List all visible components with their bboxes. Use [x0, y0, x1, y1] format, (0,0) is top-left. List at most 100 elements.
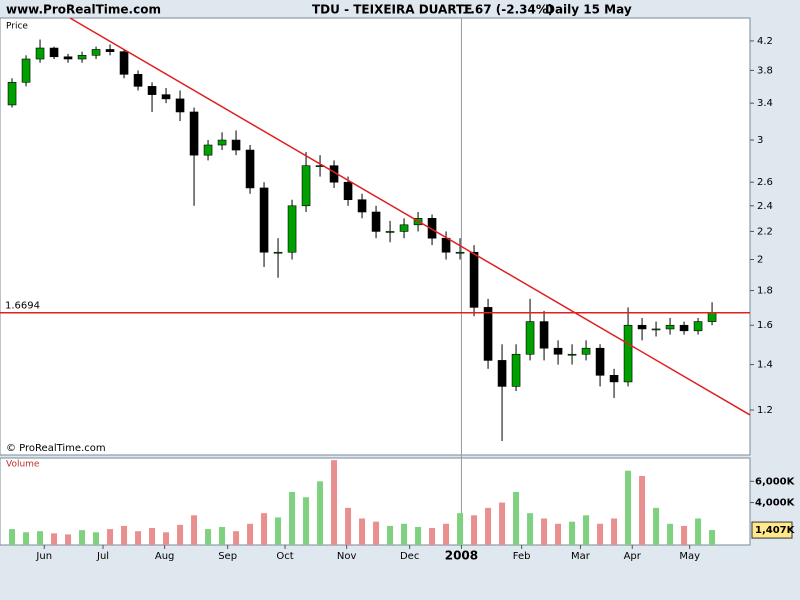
- volume-bar: [415, 526, 422, 545]
- volume-bar: [499, 502, 506, 545]
- volume-bar: [681, 525, 688, 545]
- title: TDU - TEIXEIRA DUARTE: [312, 3, 472, 17]
- volume-bar: [513, 491, 520, 545]
- y-tick-label: 1.6: [757, 320, 773, 331]
- candle-body: [343, 181, 353, 201]
- candle-body: [483, 307, 493, 361]
- candle-body: [371, 211, 381, 232]
- volume-bar: [65, 534, 72, 545]
- candle-body: [553, 347, 563, 355]
- candle-body: [245, 149, 255, 189]
- volume-bar: [541, 518, 548, 545]
- volume-bar: [9, 529, 16, 545]
- candle-body: [595, 347, 605, 376]
- volume-bar: [485, 507, 492, 545]
- volume-bar: [331, 460, 338, 545]
- candle-body: [273, 251, 283, 254]
- volume-bar: [233, 531, 240, 545]
- copyright: © ProRealTime.com: [6, 443, 106, 454]
- candle-body: [679, 324, 689, 332]
- candle-body: [105, 49, 115, 52]
- candle-body: [231, 139, 241, 151]
- x-tick-label: Sep: [218, 551, 237, 562]
- volume-bar: [471, 515, 478, 545]
- x-tick-label: Dec: [400, 551, 419, 562]
- volume-bar: [597, 523, 604, 545]
- candle-body: [399, 224, 409, 232]
- x-tick-label: Apr: [624, 551, 642, 562]
- y2-tick-label: 6,000K: [755, 476, 796, 487]
- trendline: [69, 17, 751, 416]
- volume-bar: [359, 518, 366, 545]
- candle-body: [49, 47, 59, 58]
- price-label: Price: [6, 22, 28, 32]
- candle-body: [567, 353, 577, 356]
- candle-body: [147, 86, 157, 95]
- candle-body: [637, 324, 647, 330]
- y-tick-label: 2.4: [757, 201, 773, 212]
- y-tick-label: 4.2: [757, 36, 773, 47]
- x-tick-label: Jul: [96, 551, 109, 562]
- volume-bar: [37, 531, 44, 545]
- candle-body: [21, 58, 31, 83]
- candle-body: [469, 251, 479, 308]
- volume-bar: [443, 523, 450, 545]
- last-volume-box: [751, 521, 793, 539]
- x-tick-label: 2008: [445, 549, 478, 563]
- candle-body: [497, 360, 507, 387]
- volume-bar: [107, 529, 114, 545]
- candle-body: [511, 353, 521, 387]
- volume-bar: [401, 523, 408, 545]
- y-tick-label: 2: [757, 255, 763, 266]
- candle-body: [119, 51, 129, 75]
- volume-bar: [457, 513, 464, 545]
- candle-body: [693, 321, 703, 332]
- candle-body: [175, 98, 185, 113]
- volume-bar: [583, 515, 590, 545]
- volume-bar: [149, 528, 156, 545]
- candle-body: [385, 231, 395, 233]
- volume-bar: [527, 513, 534, 545]
- candle-body: [623, 324, 633, 383]
- level-label: 1.6694: [5, 301, 40, 312]
- y-tick-label: 2.2: [757, 226, 773, 237]
- volume-bar: [51, 533, 58, 545]
- volume-bar: [205, 529, 212, 545]
- y-tick-label: 2.6: [757, 177, 773, 188]
- candle-body: [287, 205, 297, 253]
- volume-bar: [555, 523, 562, 545]
- candle-body: [651, 328, 661, 331]
- x-tick-label: Jun: [35, 551, 52, 562]
- volume-label: Volume: [6, 460, 40, 470]
- candle-body: [357, 199, 367, 213]
- candle-body: [161, 94, 171, 100]
- volume-bar: [191, 515, 198, 545]
- volume-bar: [569, 521, 576, 545]
- volume-bar: [121, 525, 128, 545]
- volume-bar: [163, 532, 170, 545]
- volume-bar: [373, 521, 380, 545]
- volume-bar: [387, 525, 394, 545]
- candle-body: [203, 144, 213, 156]
- volume-bar: [709, 530, 716, 545]
- volume-bar: [135, 531, 142, 545]
- candle-body: [665, 324, 675, 330]
- volume-bar: [625, 470, 632, 545]
- candle-body: [301, 165, 311, 207]
- volume-bar: [23, 532, 30, 545]
- x-tick-label: Feb: [513, 551, 531, 562]
- y2-tick-label: 4,000K: [755, 498, 796, 509]
- y-tick-label: 1.8: [757, 286, 773, 297]
- volume-bar: [303, 497, 310, 545]
- candle-body: [539, 321, 549, 349]
- candle-body: [189, 111, 199, 156]
- volume-bar: [429, 528, 436, 545]
- candle-body: [581, 347, 591, 355]
- volume-bar: [247, 523, 254, 545]
- y-tick-label: 3: [757, 135, 763, 146]
- x-tick-label: Oct: [276, 551, 293, 562]
- volume-bar: [177, 524, 184, 545]
- volume-bar: [695, 518, 702, 545]
- candle-body: [259, 187, 269, 253]
